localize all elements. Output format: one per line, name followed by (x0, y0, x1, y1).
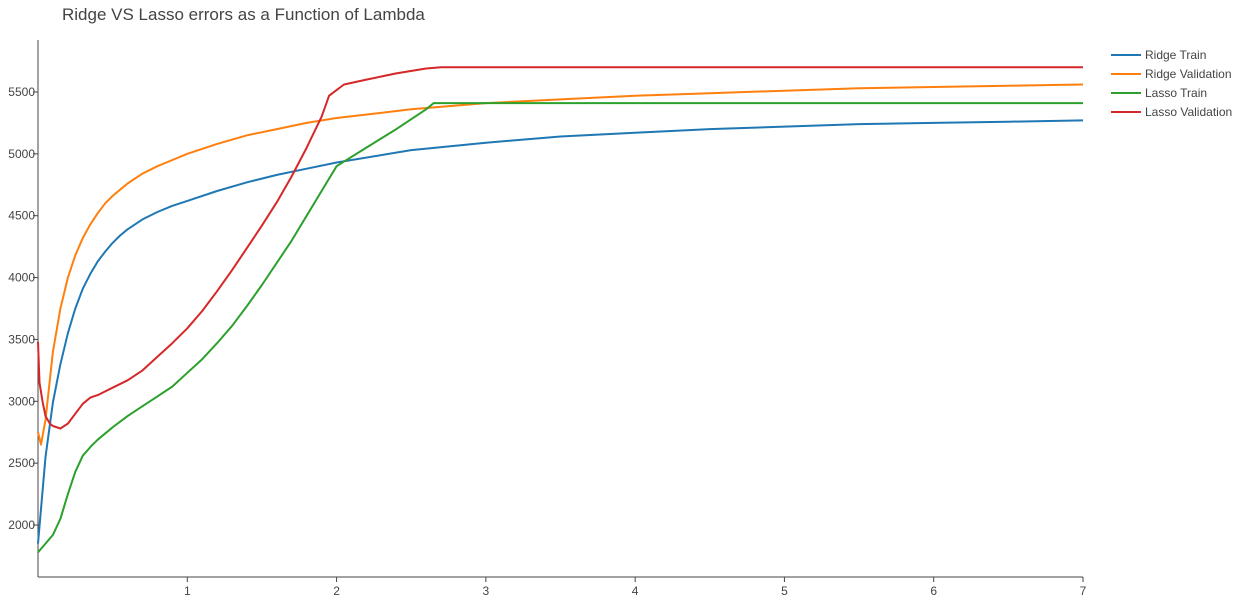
legend-label: Lasso Train (1145, 86, 1207, 100)
x-tick-label: 5 (781, 584, 788, 598)
legend-label: Ridge Train (1145, 48, 1206, 62)
y-tick-label: 2500 (8, 456, 35, 470)
x-tick-label: 3 (483, 584, 490, 598)
x-tick-label: 7 (1080, 584, 1087, 598)
series-line-lasso-train (37, 102, 1083, 553)
y-tick-label: 2000 (8, 518, 35, 532)
x-tick-label: 4 (632, 584, 639, 598)
legend-label: Lasso Validation (1145, 105, 1232, 119)
chart-title: Ridge VS Lasso errors as a Function of L… (62, 5, 425, 24)
y-tick-label: 4000 (8, 271, 35, 285)
y-tick-label: 4500 (8, 209, 35, 223)
series-line-ridge-validation (37, 83, 1084, 446)
legend-item-lasso-validation[interactable]: Lasso Validation (1111, 105, 1232, 119)
y-tick-label: 3500 (8, 332, 35, 346)
series-line-ridge-train (37, 119, 1084, 544)
axes: 2000 2500 3000 3500 4000 4500 5000 5500 1 2 3 4 5 6 7 (8, 40, 1087, 598)
legend-item-ridge-train[interactable]: Ridge Train (1111, 48, 1206, 62)
legend-item-ridge-validation[interactable]: Ridge Validation (1111, 67, 1232, 81)
x-tick-label: 6 (930, 584, 937, 598)
series-lines (37, 66, 1084, 553)
x-tick-label: 1 (184, 584, 191, 598)
y-tick-label: 5500 (8, 85, 35, 99)
legend-label: Ridge Validation (1145, 67, 1232, 81)
legend[interactable]: Ridge Train Ridge Validation Lasso Train La… (1111, 48, 1232, 119)
y-tick-label: 3000 (8, 394, 35, 408)
x-tick-label: 2 (333, 584, 340, 598)
series-line-lasso-validation (37, 66, 1083, 430)
y-tick-label: 5000 (8, 147, 35, 161)
legend-item-lasso-train[interactable]: Lasso Train (1111, 86, 1207, 100)
